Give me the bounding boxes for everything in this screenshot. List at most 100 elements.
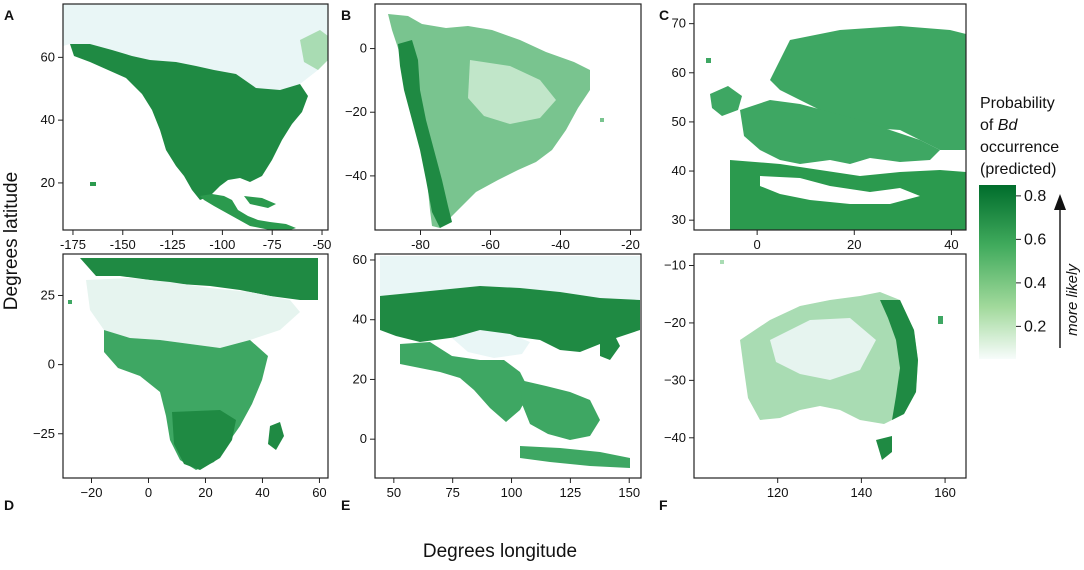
panel-e-letter: E: [341, 497, 350, 513]
british-isles: [710, 86, 742, 116]
y-tick-label: 70: [672, 16, 686, 31]
map-australia: [720, 260, 943, 460]
y-tick-label: −40: [664, 430, 686, 445]
arctic-region: [63, 4, 328, 90]
y-tick-label: 25: [41, 287, 55, 302]
panel-c-x-ticks: 0 20 40: [754, 230, 959, 252]
legend-title-line-3: occurrence: [980, 139, 1059, 156]
tasmania: [876, 436, 892, 460]
legend-tick-label: 0.6: [1024, 231, 1046, 248]
x-tick-label: -150: [110, 237, 136, 252]
island-mark: [938, 316, 943, 324]
interior-desert: [770, 318, 876, 380]
y-tick-label: 20: [41, 175, 55, 190]
x-tick-label: 0: [754, 237, 761, 252]
legend-tick-label: 0.2: [1024, 318, 1046, 335]
southeast-asia: [520, 380, 600, 440]
x-tick-label: 140: [851, 485, 873, 500]
x-tick-label: 20: [198, 485, 212, 500]
panel-f-y-ticks: −10 −20 −30 −40: [664, 257, 694, 445]
legend-title-line-1: Probability: [980, 95, 1055, 112]
landmass-north-america: [70, 44, 308, 200]
panel-f-x-ticks: 120 140 160: [767, 478, 956, 500]
island-mark: [68, 300, 72, 304]
south-asia: [400, 342, 530, 422]
y-tick-label: 40: [41, 112, 55, 127]
panel-b-letter: B: [341, 7, 351, 23]
y-tick-label: 30: [672, 212, 686, 227]
central-asia: [380, 286, 640, 352]
x-tick-label: 40: [944, 237, 958, 252]
y-tick-label: 60: [353, 252, 367, 267]
y-tick-label: 0: [360, 431, 367, 446]
east-coast: [880, 300, 918, 420]
panel-f-letter: F: [659, 497, 668, 513]
x-tick-label: 150: [618, 485, 640, 500]
caribbean-islands: [244, 196, 276, 208]
island-mark: [720, 260, 724, 264]
y-tick-label: −20: [664, 315, 686, 330]
x-tick-label: 0: [145, 485, 152, 500]
x-tick-label: -50: [313, 237, 332, 252]
y-tick-label: 50: [672, 114, 686, 129]
x-tick-label: 100: [501, 485, 523, 500]
x-tick-label: 160: [934, 485, 956, 500]
legend-arrow-label: more likely: [1064, 263, 1081, 336]
map-north-america: [63, 4, 328, 230]
x-tick-label: 75: [445, 485, 459, 500]
y-tick-label: 60: [41, 49, 55, 64]
map-africa: [68, 258, 318, 470]
y-tick-label: −40: [345, 168, 367, 183]
map-europe: [706, 26, 966, 230]
panel-c-letter: C: [659, 7, 669, 23]
x-tick-label: -100: [209, 237, 235, 252]
panel-e-x-ticks: 50 75 100 125 150: [387, 478, 640, 500]
y-tick-label: 0: [48, 357, 55, 372]
interior-highlands: [468, 60, 556, 124]
legend-tick-label: 0.8: [1024, 188, 1046, 205]
x-tick-label: 40: [255, 485, 269, 500]
y-tick-label: −20: [345, 104, 367, 119]
panel-c-frame: [693, 3, 967, 231]
island-mark: [90, 182, 96, 186]
x-tick-label: -80: [411, 237, 430, 252]
mediterranean-sea: [760, 176, 920, 204]
panel-c-y-ticks: 30 40 50 60 70: [672, 16, 694, 227]
panel-e: E 50 75 100 125 150 60 40 20 0: [341, 252, 642, 513]
tibetan-plateau: [452, 330, 530, 358]
panel-d: D −20 0 20 40 60 25 0 −25: [4, 253, 329, 513]
island-mark: [706, 58, 711, 63]
panel-d-y-ticks: 25 0 −25: [33, 287, 63, 441]
y-tick-label: −30: [664, 372, 686, 387]
japan: [600, 330, 620, 360]
map-asia: [380, 256, 640, 468]
x-tick-label: 125: [560, 485, 582, 500]
legend-title-line-4: (predicted): [980, 161, 1056, 178]
panel-f: F 120 140 160 −10 −20 −30 −40: [659, 253, 967, 513]
x-axis-title: Degrees longitude: [423, 541, 577, 562]
y-tick-label: −10: [664, 257, 686, 272]
legend-title-line-2: of Bd: [980, 117, 1018, 134]
x-tick-label: −20: [80, 485, 102, 500]
x-tick-label: 120: [767, 485, 789, 500]
x-tick-label: 60: [312, 485, 326, 500]
panel-b-x-ticks: -80 -60 -40 -20: [411, 230, 640, 252]
y-tick-label: −25: [33, 426, 55, 441]
panel-f-frame: [693, 253, 967, 479]
map-south-america: [388, 14, 604, 228]
x-tick-label: -40: [551, 237, 570, 252]
island-mark: [600, 118, 604, 122]
x-tick-label: -75: [263, 237, 282, 252]
panel-a-frame: [62, 3, 329, 231]
greenland-fringe: [300, 30, 328, 70]
panel-e-frame: [374, 253, 642, 479]
x-tick-label: -20: [621, 237, 640, 252]
landmass-western-europe: [740, 100, 940, 164]
panel-a-x-ticks: -175 -150 -125 -100 -75 -50: [60, 230, 331, 252]
y-tick-label: 40: [353, 312, 367, 327]
panel-b-y-ticks: 0 −20 −40: [345, 41, 375, 183]
y-tick-label: 0: [360, 41, 367, 56]
y-axis-title: Degrees latitude: [1, 172, 22, 310]
legend-arrow-head: [1054, 194, 1066, 210]
legend: Probability of Bd occurrence (predicted)…: [979, 95, 1081, 359]
